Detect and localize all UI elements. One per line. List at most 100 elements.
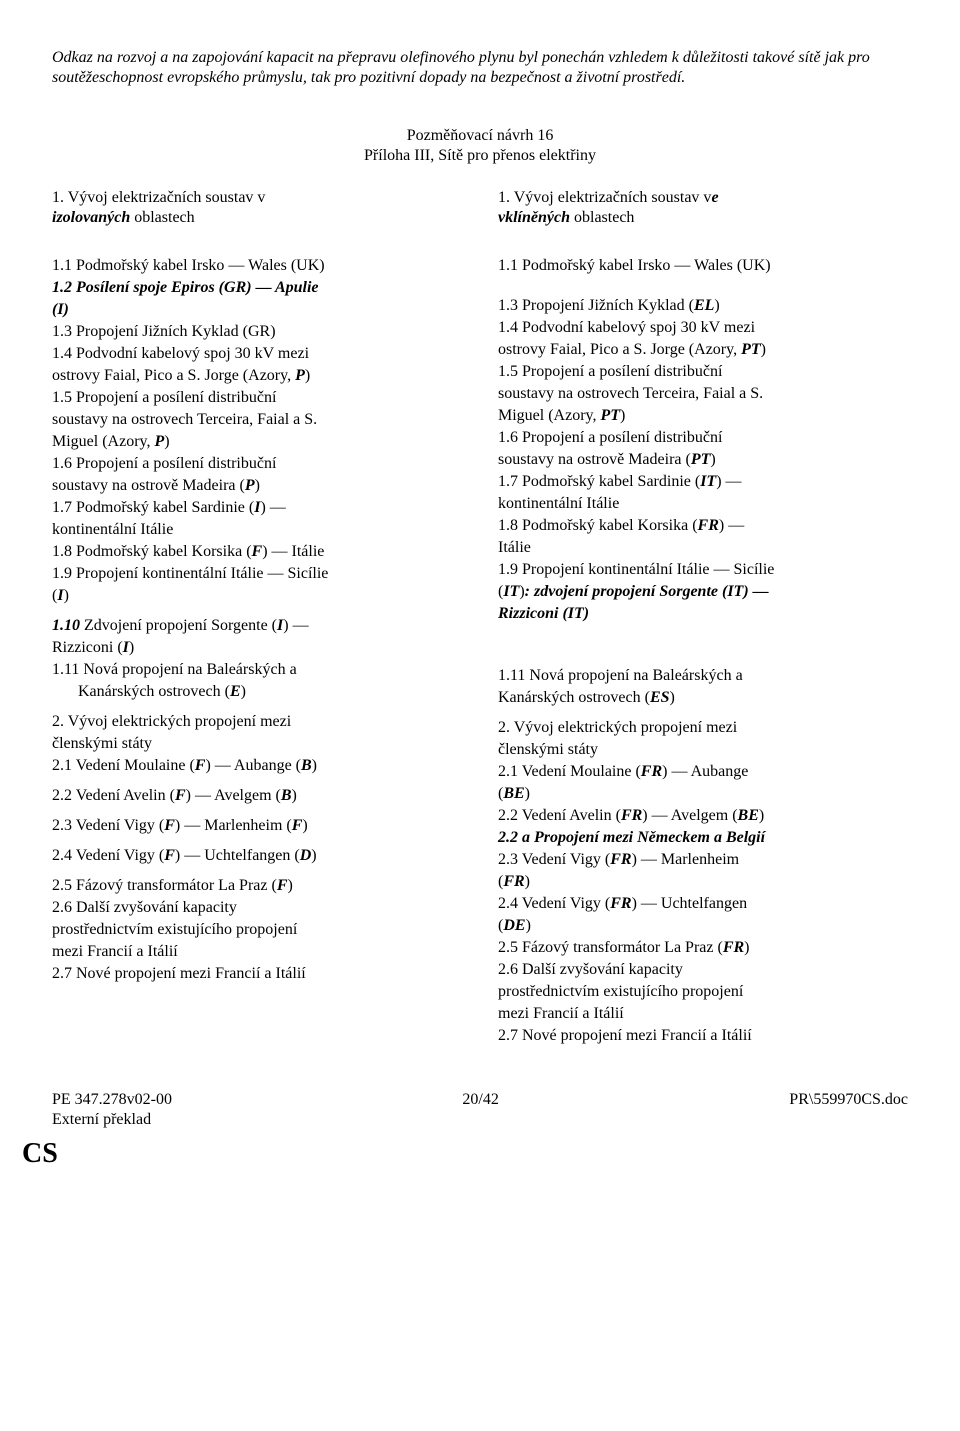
footer-pe-number: PE 347.278v02-00 (52, 1090, 172, 1110)
text: ) — (260, 499, 285, 516)
text: 1.10 (52, 617, 80, 634)
right-2-6c: mezi Francií a Itálií (498, 1004, 908, 1024)
right-2-7: 2.7 Nové propojení mezi Francií a Itálií (498, 1026, 908, 1046)
left-2-7: 2.7 Nové propojení mezi Francií a Itálií (52, 964, 462, 984)
text: vklíněných (498, 209, 570, 226)
amendment-header: Pozměňovací návrh 16 Příloha III, Sítě p… (52, 126, 908, 166)
text: ) (129, 639, 134, 656)
right-1-7b: kontinentální Itálie (498, 494, 908, 514)
text: ostrovy Faial, Pico a S. Jorge (Azory, (498, 341, 741, 358)
text: 2.4 Vedení Vigy ( (498, 895, 610, 912)
text: D (300, 847, 312, 864)
text: ) — (719, 517, 744, 534)
amendment-line2: Příloha III, Sítě pro přenos elektřiny (52, 146, 908, 166)
text: e (711, 189, 718, 206)
text: ) — (283, 617, 308, 634)
text: izolovaných (52, 209, 130, 226)
text: 1.3 Propojení Jižních Kyklad (GR) (52, 323, 276, 340)
left-2-2: 2.2 Vedení Avelin (F) — Avelgem (B) (52, 786, 462, 806)
text: soustavy na ostrově Madeira ( (498, 451, 691, 468)
intro-paragraph: Odkaz na rozvoj a na zapojování kapacit … (52, 48, 908, 88)
text: ) — Marlenheim ( (175, 817, 292, 834)
right-2-1b: (BE) (498, 784, 908, 804)
text: PT (741, 341, 761, 358)
right-2-4b: (DE) (498, 916, 908, 936)
left-s2b: členskými státy (52, 734, 462, 754)
left-1-11a: 1.11 Nová propojení na Baleárských a (52, 660, 462, 680)
text: ) (744, 939, 749, 956)
text: F (164, 847, 175, 864)
text: ) (759, 807, 764, 824)
text: BE (738, 807, 759, 824)
text: FR (723, 939, 744, 956)
text: ) (620, 407, 625, 424)
right-1-5a: 1.5 Propojení a posílení distribuční (498, 362, 908, 382)
footer-translation-note: Externí překlad (52, 1110, 172, 1130)
right-2-6a: 2.6 Další zvyšování kapacity (498, 960, 908, 980)
text: ostrovy Faial, Pico a S. Jorge (Azory, (52, 367, 295, 384)
text: P (295, 367, 305, 384)
text: F (252, 543, 263, 560)
left-1-4a: 1.4 Podvodní kabelový spoj 30 kV mezi (52, 344, 462, 364)
left-1-5c: Miguel (Azory, P) (52, 432, 462, 452)
right-2-6b: prostřednictvím existujícího propojení (498, 982, 908, 1002)
left-1-4b: ostrovy Faial, Pico a S. Jorge (Azory, P… (52, 366, 462, 386)
left-1-5b: soustavy na ostrovech Terceira, Faial a … (52, 410, 462, 430)
left-1-6a: 1.6 Propojení a posílení distribuční (52, 454, 462, 474)
text: ) (241, 683, 246, 700)
left-1-7a: 1.7 Podmořský kabel Sardinie (I) — (52, 498, 462, 518)
text: : zdvojení propojení Sorgente (IT) — (525, 583, 769, 600)
right-2-5: 2.5 Fázový transformátor La Praz (FR) (498, 938, 908, 958)
footer-left: PE 347.278v02-00 Externí překlad CS (52, 1090, 172, 1171)
text: IT (503, 583, 519, 600)
text: ) (670, 689, 675, 706)
text: ) (710, 451, 715, 468)
text: ) (526, 917, 531, 934)
text: ) (292, 787, 297, 804)
footer-center: 20/42 (462, 1090, 498, 1171)
text: oblastech (570, 209, 634, 226)
text: 2.1 Vedení Moulaine ( (498, 763, 641, 780)
right-2-4a: 2.4 Vedení Vigy (FR) — Uchtelfangen (498, 894, 908, 914)
text: ) — Aubange ( (205, 757, 301, 774)
text: ) — Uchtelfangen ( (175, 847, 300, 864)
right-2-2a: 2.2 a Propojení mezi Německem a Belgií (498, 828, 908, 848)
text: ) — Avelgem ( (186, 787, 281, 804)
text: FR (503, 873, 524, 890)
text: Kanárských ostrovech ( (78, 683, 230, 700)
left-2-6c: mezi Francií a Itálií (52, 942, 462, 962)
text: ) (164, 433, 169, 450)
right-1-11a: 1.11 Nová propojení na Baleárských a (498, 666, 908, 686)
right-1-3: 1.3 Propojení Jižních Kyklad (EL) (498, 296, 908, 316)
text: ) (312, 757, 317, 774)
two-column-content: 1. Vývoj elektrizačních soustav v izolov… (52, 188, 908, 1048)
text: E (230, 683, 241, 700)
left-1-1: 1.1 Podmořský kabel Irsko — Wales (UK) (52, 256, 462, 276)
text: Rizziconi ( (52, 639, 123, 656)
text: Kanárských ostrovech ( (498, 689, 650, 706)
text: 2.3 Vedení Vigy ( (52, 817, 164, 834)
text: Miguel (Azory, (498, 407, 601, 424)
text: IT (700, 473, 716, 490)
text: B (281, 787, 292, 804)
right-s1-title: 1. Vývoj elektrizačních soustav ve vklín… (498, 188, 908, 228)
left-s2a: 2. Vývoj elektrických propojení mezi (52, 712, 462, 732)
right-s2a: 2. Vývoj elektrických propojení mezi (498, 718, 908, 738)
left-1-8: 1.8 Podmořský kabel Korsika (F) — Itálie (52, 542, 462, 562)
right-s2b: členskými státy (498, 740, 908, 760)
text: 1.8 Podmořský kabel Korsika ( (498, 517, 698, 534)
left-2-6a: 2.6 Další zvyšování kapacity (52, 898, 462, 918)
text: ) (525, 785, 530, 802)
text: 1.7 Podmořský kabel Sardinie ( (52, 499, 254, 516)
left-2-5: 2.5 Fázový transformátor La Praz (F) (52, 876, 462, 896)
text: 2.3 Vedení Vigy ( (498, 851, 610, 868)
text: BE (503, 785, 524, 802)
left-1-5a: 1.5 Propojení a posílení distribuční (52, 388, 462, 408)
left-1-10a: 1.10 Zdvojení propojení Sorgente (I) — (52, 616, 462, 636)
right-1-5c: Miguel (Azory, PT) (498, 406, 908, 426)
left-1-2a: 1.2 Posílení spoje Epiros (GR) — Apulie (52, 278, 462, 298)
left-1-9a: 1.9 Propojení kontinentální Itálie — Sic… (52, 564, 462, 584)
text: FR (610, 851, 631, 868)
right-2-3a: 2.3 Vedení Vigy (FR) — Marlenheim (498, 850, 908, 870)
text: oblastech (130, 209, 194, 226)
